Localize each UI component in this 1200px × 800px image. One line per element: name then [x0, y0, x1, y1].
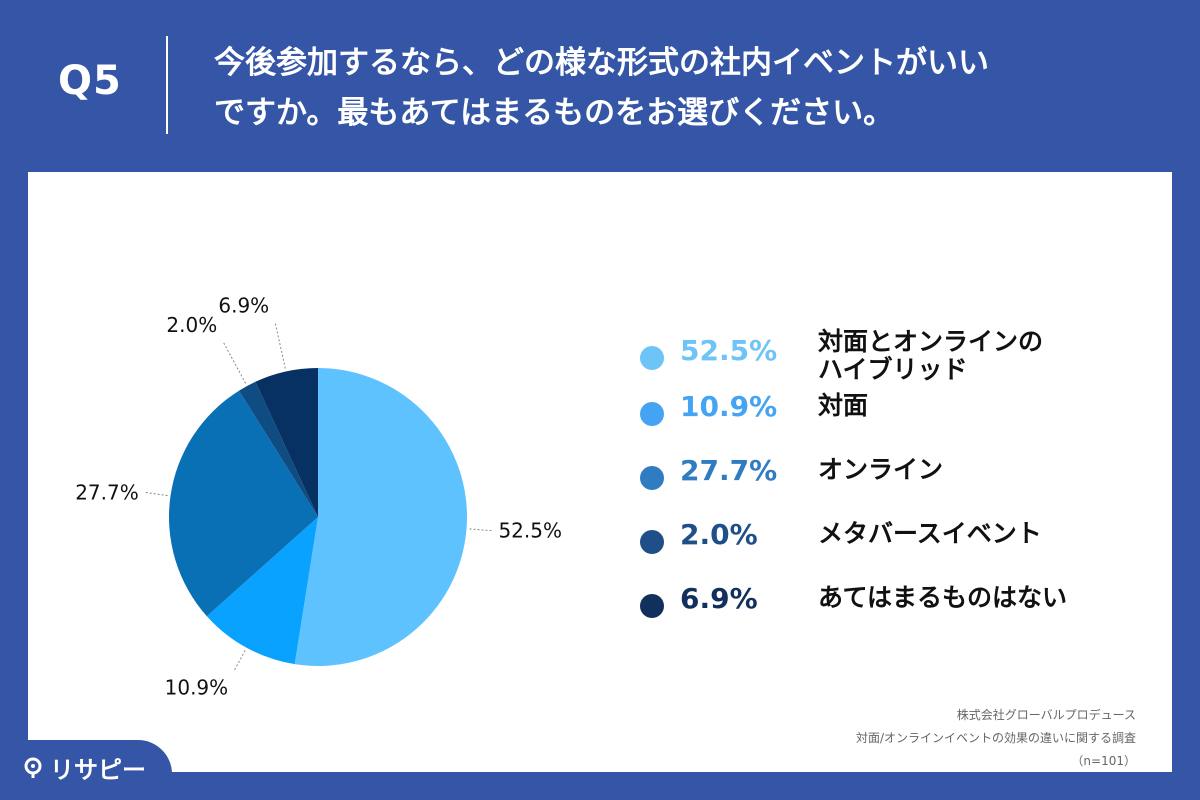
- legend-percent: 10.9%: [680, 390, 778, 423]
- legend-label: 対面: [818, 391, 869, 420]
- logo: リサピー: [22, 750, 146, 785]
- legend-percent: 6.9%: [680, 582, 758, 615]
- legend-item-none: 6.9% あてはまるものはない: [640, 582, 1160, 656]
- slice-none: [255, 368, 318, 517]
- source-sample-size: （n=101）: [1071, 754, 1136, 768]
- logo-pin-icon: [24, 757, 42, 778]
- chart-card: 52.5% 10.9% 27.7% 2.0% 6.9% 52.5% 対面とオンラインの …: [28, 172, 1172, 772]
- legend-label-line-2: ハイブリッド: [818, 355, 968, 384]
- legend-label: オンライン: [818, 455, 944, 484]
- legend-dot: [640, 530, 664, 554]
- slice-label: 52.5%: [498, 519, 562, 543]
- logo-text: リサピー: [50, 756, 146, 784]
- legend-percent: 52.5%: [680, 334, 778, 367]
- legend: 52.5% 対面とオンラインの ハイブリッド 10.9% 対面 27.7% オン…: [640, 328, 1160, 656]
- question-number: Q5: [58, 58, 122, 104]
- slice-metaverse: [238, 381, 318, 517]
- legend-dot: [640, 402, 664, 426]
- source-company: 株式会社グローバルプロデュース: [956, 708, 1136, 722]
- legend-label: 対面とオンラインの ハイブリッド: [818, 328, 1138, 384]
- header: Q5 今後参加するなら、どの様な形式の社内イベントがいい ですか。最もあてはまる…: [0, 0, 1200, 170]
- slice-online: [168, 390, 318, 617]
- legend-label-line-1: 対面とオンラインの: [818, 327, 1044, 356]
- legend-percent: 2.0%: [680, 518, 758, 551]
- slice-in-person: [206, 517, 318, 665]
- legend-item-online: 27.7% オンライン: [640, 454, 1160, 528]
- slice-label: 10.9%: [165, 676, 229, 700]
- leader-line: [274, 322, 286, 369]
- legend-item-hybrid: 52.5% 対面とオンラインの ハイブリッド: [640, 328, 1160, 400]
- leader-line: [233, 650, 246, 671]
- slice-label: 2.0%: [166, 313, 217, 337]
- question-text: 今後参加するなら、どの様な形式の社内イベントがいい ですか。最もあてはまるものを…: [214, 38, 1154, 138]
- source-survey: 対面/オンラインイベントの効果の違いに関する調査: [855, 731, 1136, 745]
- pie-chart: 52.5% 10.9% 27.7% 2.0%6.9%: [75, 294, 562, 700]
- slice-label: 6.9%: [218, 294, 269, 318]
- legend-percent: 27.7%: [680, 454, 778, 487]
- legend-label: メタバースイベント: [818, 519, 1042, 548]
- question-line-2: ですか。最もあてはまるものをお選びください。: [214, 95, 895, 131]
- legend-item-in-person: 10.9% 対面: [640, 390, 1160, 464]
- legend-dot: [640, 594, 664, 618]
- header-divider: [166, 36, 168, 134]
- leader-line: [222, 341, 247, 384]
- source-note: 株式会社グローバルプロデュース 対面/オンラインイベントの効果の違いに関する調査…: [856, 704, 1136, 773]
- slice-label: 27.7%: [75, 480, 139, 504]
- question-line-1: 今後参加するなら、どの様な形式の社内イベントがいい: [214, 45, 989, 81]
- legend-dot: [640, 346, 664, 370]
- legend-label: あてはまるものはない: [818, 583, 1068, 612]
- leader-line: [144, 491, 168, 497]
- slice-hybrid: [294, 368, 467, 666]
- leader-line: [469, 528, 493, 532]
- legend-dot: [640, 466, 664, 490]
- legend-item-metaverse: 2.0% メタバースイベント: [640, 518, 1160, 592]
